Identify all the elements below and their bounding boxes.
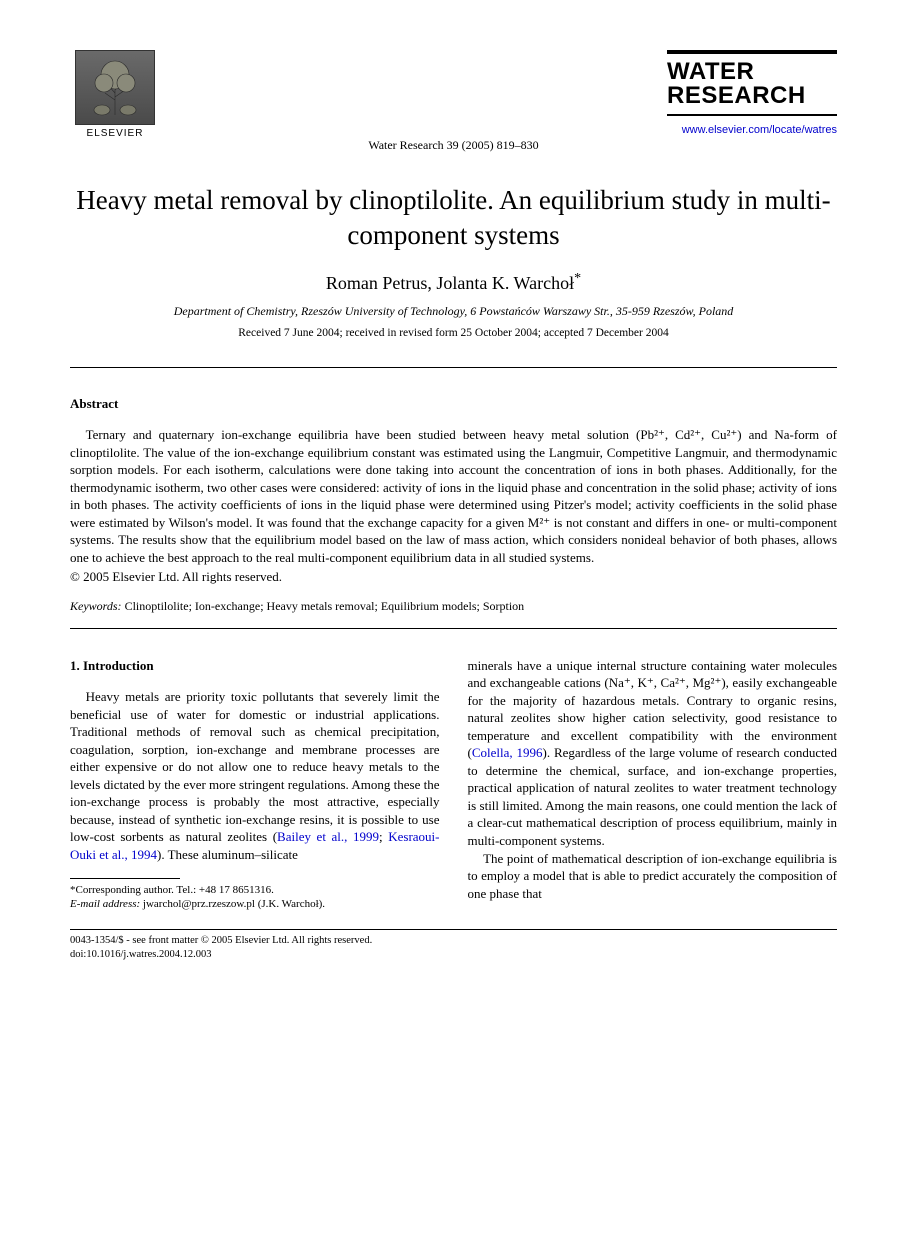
corresponding-mark: *: [574, 271, 581, 286]
citation: Water Research 39 (2005) 819–830: [70, 138, 837, 153]
column-left: 1. Introduction Heavy metals are priorit…: [70, 657, 440, 912]
journal-logo: WATER RESEARCH www.elsevier.com/locate/w…: [667, 50, 837, 138]
footnote-email-label: E-mail address:: [70, 898, 140, 910]
divider: [70, 367, 837, 368]
authors: Roman Petrus, Jolanta K. Warchoł*: [70, 271, 837, 294]
abstract-heading: Abstract: [70, 396, 837, 412]
abstract-copyright: © 2005 Elsevier Ltd. All rights reserved…: [70, 569, 837, 585]
keywords-text: Clinoptilolite; Ion-exchange; Heavy meta…: [122, 599, 525, 613]
text-run: ;: [379, 829, 388, 844]
journal-name-line1: WATER: [667, 58, 754, 85]
page-header: ELSEVIER WATER RESEARCH www.elsevier.com…: [70, 50, 837, 150]
abstract-text: Ternary and quaternary ion-exchange equi…: [70, 426, 837, 566]
elsevier-tree-icon: [75, 50, 155, 125]
journal-name-line2: RESEARCH: [667, 82, 806, 109]
article-title: Heavy metal removal by clinoptilolite. A…: [70, 183, 837, 253]
footer-copyright: 0043-1354/$ - see front matter © 2005 El…: [70, 934, 837, 948]
abstract-section: Abstract Ternary and quaternary ion-exch…: [70, 396, 837, 584]
citation-link-bailey[interactable]: Bailey et al., 1999: [277, 829, 379, 844]
corresponding-footnote: *Corresponding author. Tel.: +48 17 8651…: [70, 883, 440, 912]
footnote-email: jwarchol@prz.rzeszow.pl (J.K. Warchoł).: [140, 898, 325, 910]
body-columns: 1. Introduction Heavy metals are priorit…: [70, 657, 837, 912]
footnote-tel: +48 17 8651316.: [199, 884, 274, 896]
footer-divider: [70, 929, 837, 930]
journal-url-link[interactable]: www.elsevier.com/locate/watres: [682, 124, 837, 136]
footnote-corr-label: *Corresponding author. Tel.:: [70, 884, 199, 896]
publisher-logo: ELSEVIER: [70, 50, 160, 150]
keywords: Keywords: Clinoptilolite; Ion-exchange; …: [70, 599, 837, 614]
citation-link-colella[interactable]: Colella, 1996: [472, 745, 543, 760]
column-right: minerals have a unique internal structur…: [468, 657, 838, 912]
text-run: Heavy metals are priority toxic pollutan…: [70, 689, 440, 844]
intro-para-2: The point of mathematical description of…: [468, 850, 838, 903]
intro-para-1-left: Heavy metals are priority toxic pollutan…: [70, 688, 440, 863]
affiliation: Department of Chemistry, Rzeszów Univers…: [70, 304, 837, 319]
keywords-label: Keywords:: [70, 599, 122, 613]
text-run: ). Regardless of the large volume of res…: [468, 745, 838, 848]
text-run: ). These aluminum–silicate: [157, 847, 298, 862]
intro-para-1-right: minerals have a unique internal structur…: [468, 657, 838, 850]
journal-name: WATER RESEARCH: [667, 60, 837, 116]
article-dates: Received 7 June 2004; received in revise…: [70, 327, 837, 339]
divider: [70, 628, 837, 629]
section-heading-intro: 1. Introduction: [70, 657, 440, 675]
publisher-name: ELSEVIER: [87, 128, 144, 139]
page-footer: 0043-1354/$ - see front matter © 2005 El…: [70, 934, 837, 961]
author-names: Roman Petrus, Jolanta K. Warchoł: [326, 273, 574, 293]
footnote-separator: [70, 878, 180, 879]
footer-doi: doi:10.1016/j.watres.2004.12.003: [70, 948, 837, 962]
